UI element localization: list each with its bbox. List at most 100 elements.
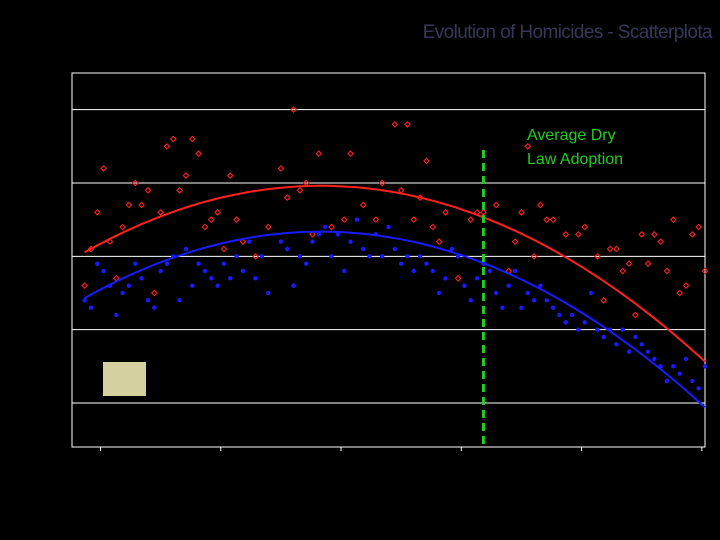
- point-blue-7: [126, 283, 132, 288]
- point-blue-19: [202, 268, 208, 274]
- point-red-20: [207, 216, 215, 224]
- point-blue-37: [323, 224, 328, 230]
- point-red-59: [530, 252, 538, 260]
- point-blue-53: [424, 261, 429, 266]
- point-red-27: [264, 223, 272, 231]
- point-red-61: [543, 216, 551, 224]
- point-blue-42: [354, 217, 360, 222]
- point-blue-16: [183, 246, 189, 252]
- point-blue-65: [500, 305, 505, 310]
- point-blue-81: [601, 334, 606, 340]
- point-blue-23: [228, 276, 233, 281]
- point-red-29: [283, 194, 291, 202]
- point-red-21: [214, 208, 221, 216]
- point-blue-5: [114, 312, 119, 318]
- point-blue-60: [468, 298, 473, 303]
- point-blue-54: [430, 268, 436, 274]
- point-red-36: [340, 216, 348, 224]
- point-blue-93: [677, 371, 682, 376]
- point-red-43: [404, 120, 411, 128]
- point-red-11: [150, 289, 158, 297]
- point-blue-79: [588, 290, 594, 296]
- point-blue-1: [88, 305, 94, 310]
- point-red-76: [657, 238, 665, 246]
- point-blue-63: [487, 268, 492, 274]
- point-blue-76: [569, 312, 575, 318]
- point-red-67: [600, 296, 608, 304]
- point-blue-69: [525, 290, 530, 296]
- point-red-71: [625, 260, 633, 268]
- point-blue-78: [582, 320, 587, 325]
- point-red-37: [347, 150, 354, 158]
- trend-line-red: [84, 184, 706, 363]
- point-red-53: [480, 208, 487, 216]
- point-blue-95: [690, 378, 695, 384]
- point-red-82: [695, 223, 703, 231]
- point-red-38: [359, 201, 367, 209]
- point-red-14: [169, 135, 177, 143]
- point-blue-13: [164, 261, 170, 266]
- point-blue-12: [158, 268, 163, 274]
- point-red-57: [518, 208, 525, 216]
- point-red-19: [201, 223, 209, 231]
- x-axis: [72, 446, 705, 451]
- point-blue-75: [563, 320, 568, 325]
- point-red-10: [144, 186, 152, 194]
- point-red-46: [423, 157, 430, 165]
- point-blue-36: [316, 232, 322, 237]
- point-red-70: [619, 267, 627, 275]
- point-red-8: [131, 179, 139, 187]
- point-blue-15: [177, 298, 182, 303]
- point-red-13: [163, 142, 171, 150]
- point-blue-0: [82, 298, 87, 303]
- point-red-35: [328, 223, 335, 231]
- point-blue-28: [259, 254, 265, 259]
- point-red-23: [226, 172, 234, 180]
- point-blue-96: [696, 386, 701, 391]
- point-red-80: [682, 282, 690, 290]
- point-red-79: [676, 289, 684, 297]
- point-red-66: [594, 252, 601, 260]
- point-blue-10: [145, 298, 151, 303]
- point-blue-30: [278, 239, 284, 244]
- point-red-44: [410, 216, 418, 224]
- point-red-81: [688, 230, 696, 238]
- point-red-12: [157, 208, 164, 216]
- point-blue-59: [462, 283, 467, 288]
- point-red-18: [195, 150, 202, 158]
- point-blue-66: [506, 283, 511, 288]
- point-blue-47: [386, 224, 391, 230]
- point-blue-89: [652, 356, 657, 362]
- point-red-64: [575, 230, 582, 238]
- point-blue-3: [101, 268, 106, 274]
- point-blue-40: [341, 268, 347, 274]
- point-blue-97: [702, 364, 708, 369]
- point-blue-71: [538, 283, 543, 288]
- point-red-16: [182, 172, 190, 180]
- point-red-49: [442, 208, 449, 216]
- point-blue-88: [645, 349, 651, 354]
- point-blue-38: [329, 254, 334, 259]
- point-blue-20: [209, 276, 214, 281]
- point-red-74: [644, 260, 652, 268]
- dry-law-annotation: Average Dry Law Adoption: [481, 127, 623, 447]
- point-red-15: [176, 186, 183, 194]
- point-red-33: [309, 230, 316, 238]
- point-red-54: [492, 201, 500, 209]
- point-red-0: [81, 282, 89, 290]
- point-red-2: [93, 208, 101, 216]
- point-red-60: [537, 201, 544, 209]
- point-blue-46: [379, 254, 385, 259]
- point-red-77: [663, 267, 671, 275]
- point-blue-6: [120, 290, 125, 296]
- point-red-41: [391, 120, 399, 128]
- point-blue-55: [436, 290, 442, 296]
- point-red-73: [638, 230, 646, 238]
- point-red-48: [435, 238, 443, 246]
- point-blue-67: [512, 268, 518, 274]
- point-red-28: [277, 164, 285, 172]
- point-blue-25: [240, 268, 246, 274]
- point-blue-29: [266, 290, 271, 296]
